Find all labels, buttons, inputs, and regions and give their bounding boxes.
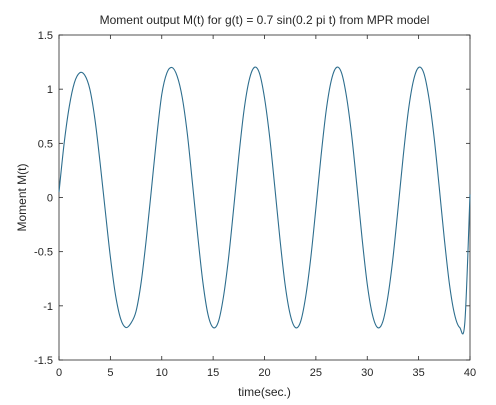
chart-title: Moment output M(t) for g(t) = 0.7 sin(0.… [100,13,430,27]
y-axis-label: Moment M(t) [15,163,29,231]
x-tick-label: 0 [56,367,62,379]
series-line [58,66,471,335]
x-tick-label: 20 [258,367,270,379]
x-tick-label: 25 [310,367,322,379]
x-axis-label: time(sec.) [238,385,291,399]
x-tick-label: 40 [464,367,476,379]
y-tick-label: -0.5 [34,247,53,259]
y-tick-label: 0 [47,193,53,205]
x-tick-label: 30 [361,367,373,379]
y-tick-label: 1 [47,84,53,96]
x-tick-label: 35 [413,367,425,379]
x-tick-label: 5 [107,367,113,379]
axes-box [58,34,471,361]
x-tick-label: 15 [207,367,219,379]
y-tick-label: 1.5 [38,30,53,42]
y-tick-label: 0.5 [38,138,53,150]
y-tick-label: -1 [43,301,53,313]
plot-area: 0 5 10 15 20 25 30 35 40 -1.5 -1 -0.5 0 0.5 1 1.5 [34,30,476,379]
y-tick-label: -1.5 [34,355,53,367]
x-tick-label: 10 [156,367,168,379]
